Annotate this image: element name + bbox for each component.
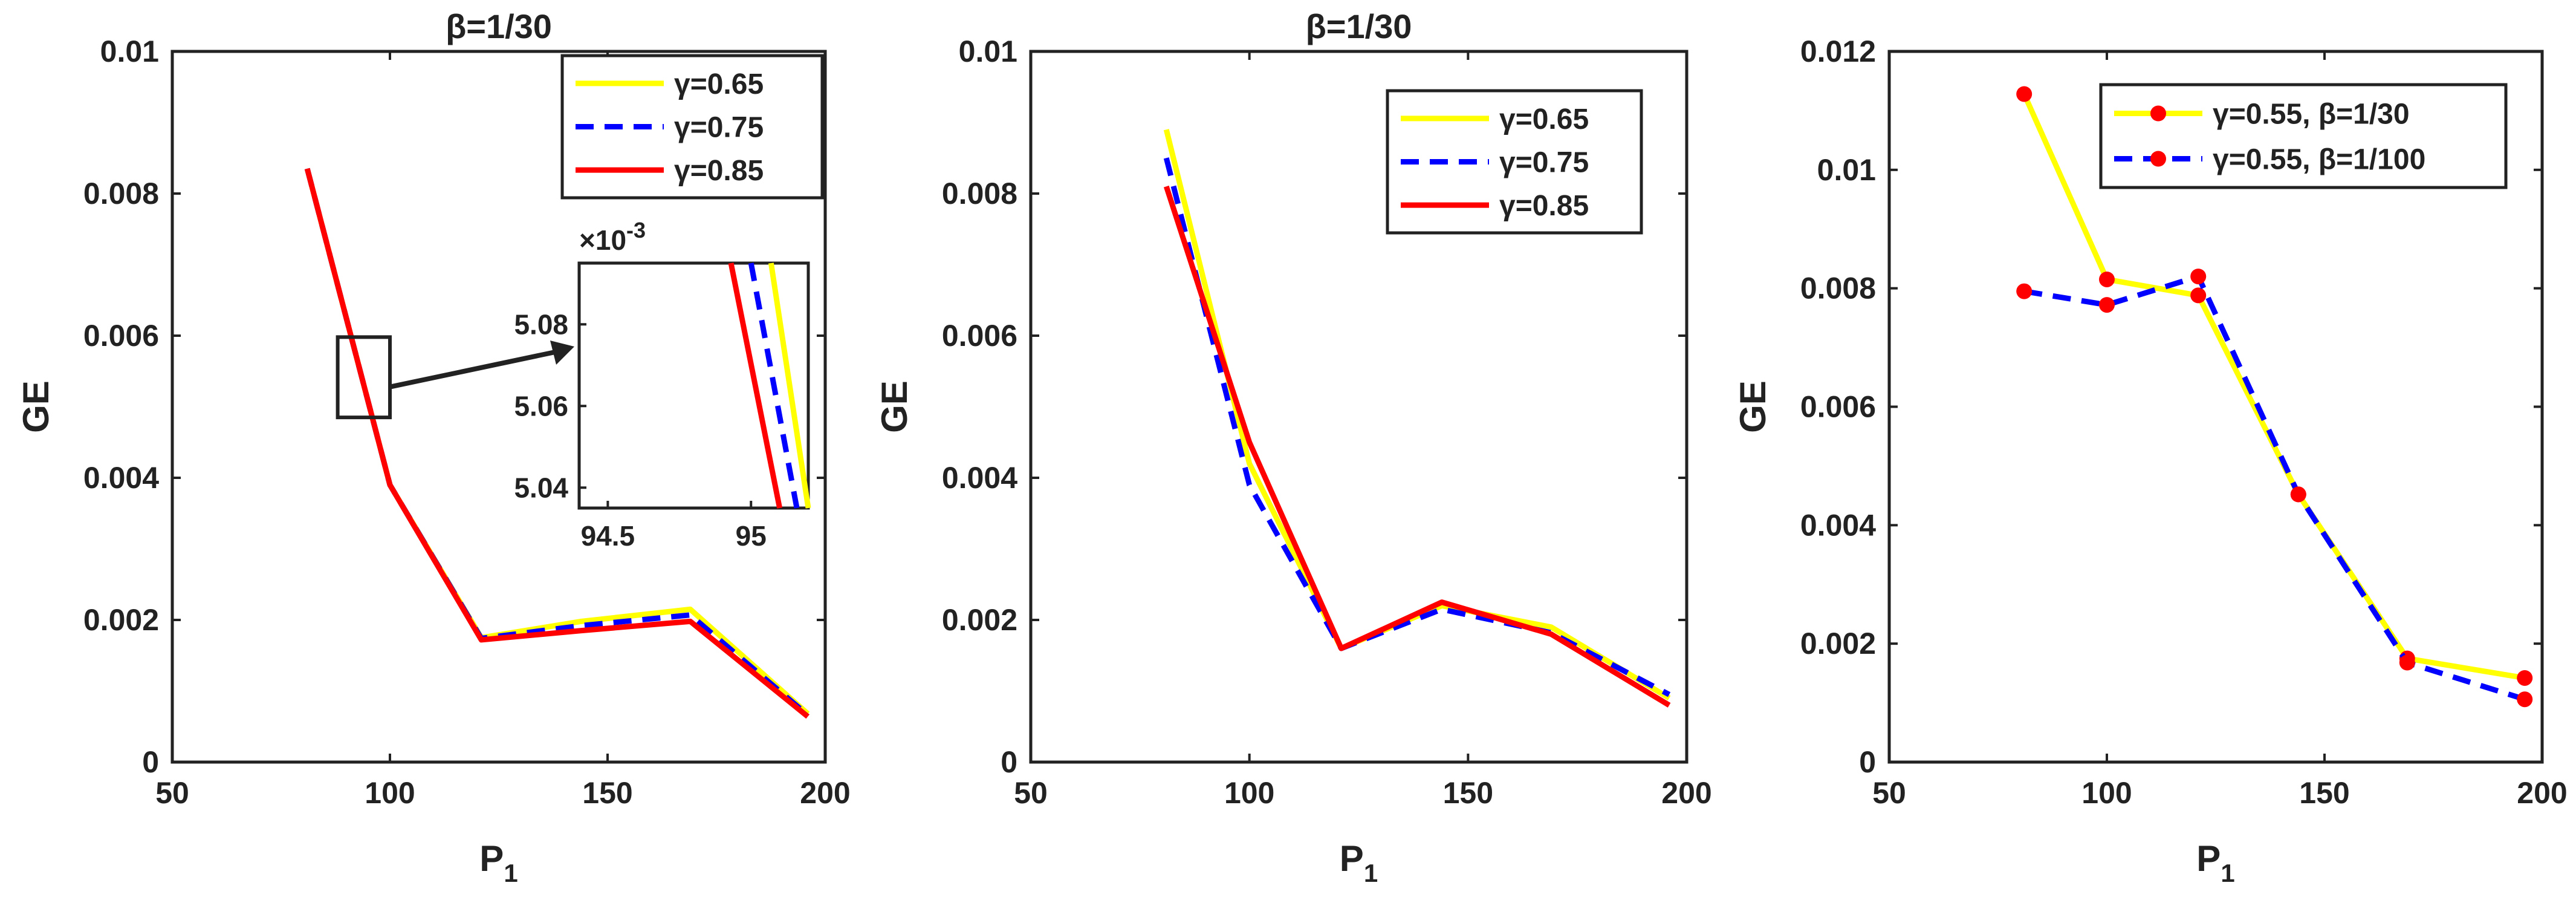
- y-tick-label: 0.002: [1800, 627, 1876, 660]
- data-point: [2016, 86, 2033, 102]
- y-tick-label: 0: [142, 745, 159, 779]
- chart-title: β=1/30: [1306, 7, 1412, 45]
- y-tick-label: 0: [1859, 745, 1876, 779]
- x-axis-label: P1: [1340, 838, 1378, 887]
- x-tick-label: 150: [582, 776, 632, 810]
- y-tick-label: 0.002: [83, 603, 159, 637]
- legend: γ=0.65 γ=0.75 γ=0.85: [560, 54, 824, 200]
- axes-frame: [170, 50, 827, 764]
- inset-series-line-2: [748, 262, 800, 509]
- legend-label: γ=0.55, β=1/30: [2213, 99, 2410, 131]
- series-line-3: [1163, 185, 1671, 708]
- y-axis-label: GE: [874, 380, 915, 433]
- inset-series-line-1: [768, 262, 811, 509]
- legend-box: [2099, 83, 2508, 189]
- legend-label: γ=0.55, β=1/100: [2213, 144, 2425, 176]
- legend-label: γ=0.65: [1499, 103, 1589, 135]
- x-tick-label: 100: [1224, 776, 1274, 810]
- legend-label: γ=0.65: [674, 68, 764, 100]
- y-tick-label: 0.006: [1800, 390, 1876, 424]
- inset-exponent-label: ×10-3: [579, 218, 646, 256]
- data-point: [2190, 269, 2207, 285]
- y-tick-label: 0.008: [942, 177, 1017, 210]
- y-tick-label: 0.01: [1817, 153, 1876, 187]
- axes-frame: [1029, 50, 1689, 764]
- legend: γ=0.65 γ=0.75 γ=0.85: [1386, 89, 1643, 235]
- x-tick-label: 50: [155, 776, 189, 810]
- y-tick-label: 0.004: [942, 461, 1017, 495]
- data-point: [2290, 486, 2306, 503]
- inset-y-tick-label: 5.06: [514, 390, 568, 422]
- legend-label: γ=0.85: [1499, 190, 1589, 222]
- data-point: [2190, 287, 2207, 304]
- y-tick-label: 0.01: [959, 34, 1017, 68]
- legend-label: γ=0.75: [674, 112, 764, 144]
- legend-label: γ=0.85: [674, 155, 764, 187]
- y-tick-label: 0.008: [83, 177, 159, 210]
- data-point: [2099, 297, 2115, 313]
- inset-series-line-3: [728, 262, 783, 509]
- data-point: [2016, 283, 2033, 299]
- legend-label: γ=0.75: [1499, 147, 1589, 179]
- y-tick-label: 0.008: [1800, 272, 1876, 305]
- x-tick-label: 100: [365, 776, 415, 810]
- x-tick-label: 100: [2081, 776, 2132, 810]
- data-point: [2099, 271, 2115, 287]
- legend-marker: [2150, 105, 2166, 122]
- data-point: [2517, 691, 2533, 708]
- data-point: [2517, 670, 2533, 686]
- zoom-arrow-line: [389, 348, 562, 390]
- zoom-region-box: [336, 335, 392, 420]
- x-tick-label: 50: [1872, 776, 1906, 810]
- y-axis-label: GE: [1733, 380, 1773, 433]
- legend: γ=0.55, β=1/30 γ=0.55, β=1/100: [2099, 83, 2508, 189]
- x-tick-label: 200: [1661, 776, 1711, 810]
- series-line-3: [304, 168, 810, 719]
- x-tick-label: 50: [1014, 776, 1048, 810]
- x-tick-label: 200: [800, 776, 850, 810]
- y-tick-label: 0.004: [1800, 508, 1876, 542]
- chart-panel-1: 50 100 150 200 0 0.002 0.004 0.006 0.008 0.01 β=1/…: [16, 7, 851, 887]
- y-tick-label: 0: [1001, 745, 1017, 779]
- x-axis-label: P1: [479, 838, 517, 887]
- zoom-arrow-head: [550, 341, 574, 365]
- chart-panel-3: 50 100 150 200 0 0.002 0.004 0.006 0.008 0.01 0.01…: [1733, 34, 2568, 887]
- data-point: [2399, 654, 2415, 671]
- y-tick-label: 0.002: [942, 603, 1017, 637]
- legend-marker: [2150, 151, 2166, 167]
- x-tick-label: 150: [2299, 776, 2349, 810]
- x-tick-label: 150: [1443, 776, 1493, 810]
- series-line-1: [2022, 93, 2525, 681]
- zoom-inset: 94.5 95 5.04 5.06 5.08 ×10-3: [336, 218, 811, 552]
- series-line-2: [2023, 273, 2526, 702]
- inset-x-tick-label: 94.5: [581, 520, 635, 552]
- inset-x-tick-label: 95: [736, 520, 767, 552]
- y-tick-label: 0.006: [942, 319, 1017, 353]
- chart-panel-2: 50 100 150 200 0 0.002 0.004 0.006 0.008 0.01 β=1/…: [874, 7, 1712, 887]
- y-tick-label: 0.012: [1800, 34, 1876, 68]
- y-tick-label: 0.004: [83, 461, 159, 495]
- y-axis-label: GE: [16, 380, 56, 433]
- chart-title: β=1/30: [446, 7, 552, 45]
- y-tick-label: 0.01: [100, 34, 159, 68]
- x-axis-label: P1: [2196, 838, 2234, 887]
- inset-y-tick-label: 5.08: [514, 308, 568, 340]
- inset-y-tick-label: 5.04: [514, 472, 568, 503]
- x-tick-label: 200: [2517, 776, 2567, 810]
- y-tick-label: 0.006: [83, 319, 159, 353]
